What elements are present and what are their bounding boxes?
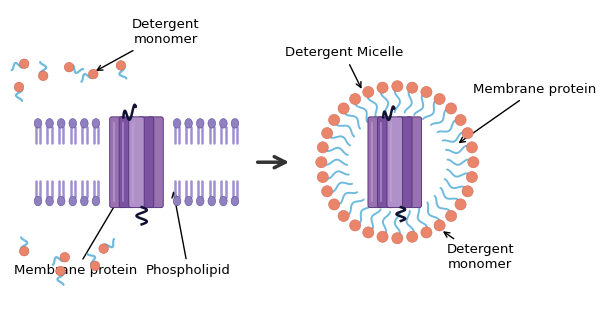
Circle shape [407, 82, 418, 93]
Circle shape [421, 227, 432, 238]
FancyBboxPatch shape [368, 117, 383, 208]
Circle shape [434, 220, 445, 231]
Circle shape [466, 142, 478, 153]
Ellipse shape [231, 118, 239, 128]
Circle shape [19, 59, 29, 68]
Ellipse shape [34, 118, 42, 128]
FancyBboxPatch shape [387, 117, 403, 208]
Ellipse shape [220, 118, 227, 128]
FancyBboxPatch shape [377, 117, 393, 208]
Text: Membrane protein: Membrane protein [460, 83, 596, 142]
Text: Detergent
monomer: Detergent monomer [97, 19, 200, 70]
Circle shape [317, 171, 328, 183]
Circle shape [338, 210, 349, 221]
Ellipse shape [185, 118, 193, 128]
Ellipse shape [46, 118, 53, 128]
Ellipse shape [185, 196, 193, 206]
Circle shape [316, 157, 327, 168]
Text: Detergent Micelle: Detergent Micelle [284, 46, 403, 88]
Ellipse shape [196, 118, 204, 128]
Text: Membrane protein: Membrane protein [14, 194, 137, 277]
Circle shape [434, 93, 445, 105]
Circle shape [455, 114, 466, 126]
Circle shape [89, 69, 98, 79]
FancyBboxPatch shape [138, 117, 154, 208]
Ellipse shape [196, 196, 204, 206]
Ellipse shape [58, 118, 65, 128]
FancyBboxPatch shape [119, 117, 135, 208]
Circle shape [60, 253, 70, 262]
Circle shape [466, 171, 478, 183]
Circle shape [421, 86, 432, 98]
FancyBboxPatch shape [110, 117, 125, 208]
Ellipse shape [220, 196, 227, 206]
Circle shape [455, 199, 466, 210]
Circle shape [392, 232, 403, 244]
Ellipse shape [173, 118, 181, 128]
Circle shape [90, 261, 100, 271]
Circle shape [392, 81, 403, 92]
FancyBboxPatch shape [406, 117, 422, 208]
Circle shape [462, 128, 473, 139]
Ellipse shape [80, 196, 88, 206]
Circle shape [322, 128, 333, 139]
Circle shape [350, 93, 361, 105]
Circle shape [445, 210, 457, 221]
Ellipse shape [80, 118, 88, 128]
Ellipse shape [231, 196, 239, 206]
Circle shape [329, 199, 340, 210]
Ellipse shape [69, 118, 77, 128]
Circle shape [329, 114, 340, 126]
FancyBboxPatch shape [129, 117, 144, 208]
Circle shape [350, 220, 361, 231]
Circle shape [462, 186, 473, 197]
Circle shape [14, 82, 24, 92]
Circle shape [445, 103, 457, 114]
Circle shape [362, 86, 374, 98]
Text: Phospholipid: Phospholipid [146, 192, 231, 277]
Ellipse shape [208, 118, 215, 128]
Circle shape [362, 227, 374, 238]
Ellipse shape [46, 196, 53, 206]
FancyBboxPatch shape [397, 117, 412, 208]
Circle shape [338, 103, 349, 114]
Ellipse shape [69, 196, 77, 206]
Circle shape [38, 71, 48, 81]
Circle shape [116, 61, 125, 70]
Circle shape [56, 266, 65, 276]
Ellipse shape [58, 196, 65, 206]
Circle shape [317, 142, 328, 153]
Circle shape [377, 231, 388, 242]
Circle shape [377, 82, 388, 93]
Text: Detergent
monomer: Detergent monomer [444, 232, 514, 271]
Circle shape [468, 157, 479, 168]
Circle shape [99, 244, 109, 253]
FancyBboxPatch shape [148, 117, 163, 208]
Ellipse shape [173, 196, 181, 206]
Circle shape [322, 186, 333, 197]
Circle shape [64, 62, 74, 72]
Ellipse shape [92, 196, 100, 206]
Ellipse shape [92, 118, 100, 128]
Circle shape [19, 246, 29, 256]
Ellipse shape [208, 196, 215, 206]
Circle shape [407, 231, 418, 242]
Ellipse shape [34, 196, 42, 206]
